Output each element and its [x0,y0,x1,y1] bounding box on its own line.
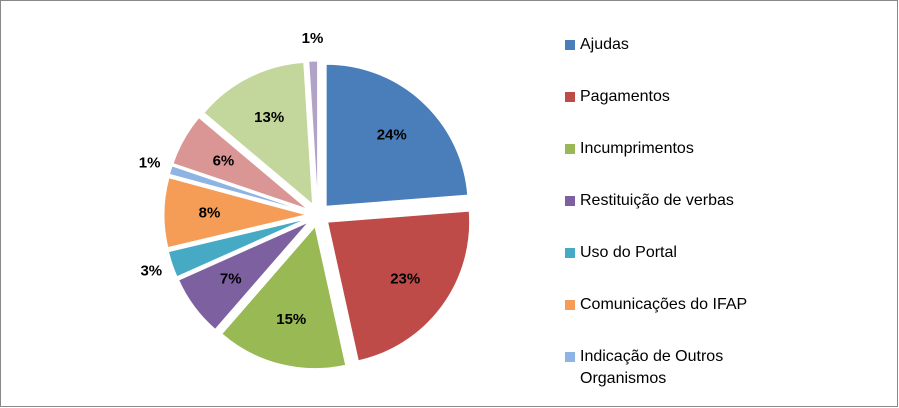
pie-slice [172,116,308,210]
data-label: 23% [390,271,420,288]
legend-item: Indicação de Outros Organismos [565,346,805,390]
legend-swatch [565,352,575,362]
legend-item: Ajudas [565,34,805,56]
data-label: 24% [377,126,407,143]
data-label: 15% [276,311,306,328]
pie-slice [178,221,309,331]
data-label: 3% [140,262,162,279]
pie-slice [221,225,347,370]
pie-slice [308,60,319,204]
pie-slice [325,63,469,207]
legend-label: Ajudas [580,36,629,53]
legend-item: Incumprimentos [565,138,805,160]
pie-slice [203,62,314,206]
data-label: 6% [213,153,235,170]
legend-label: Indicação de Outros Organismos [580,348,724,387]
data-label: 8% [199,204,221,221]
data-label: 1% [139,155,161,172]
legend-item: Pagamentos [565,86,805,108]
legend-label: Restituição de verbas [580,192,734,209]
pie-slice [167,218,307,278]
pie-slice [163,177,307,249]
pie-slice [327,210,471,362]
legend-label: Uso do Portal [580,244,677,261]
legend-label: Incumprimentos [580,140,694,157]
legend-label: Comunicações do IFAP [580,296,748,313]
data-label: 13% [254,109,284,126]
pie-slice [168,165,307,212]
legend-label: Pagamentos [580,88,670,105]
legend-swatch [565,144,575,154]
legend-swatch [565,40,575,50]
legend-swatch [565,196,575,206]
data-label: 1% [302,30,324,47]
legend-item: Uso do Portal [565,242,805,264]
data-label: 7% [220,271,242,288]
legend-swatch [565,300,575,310]
legend-item: Comunicações do IFAP [565,294,805,316]
legend-item: Restituição de verbas [565,190,805,212]
legend-swatch [565,92,575,102]
legend-swatch [565,248,575,258]
